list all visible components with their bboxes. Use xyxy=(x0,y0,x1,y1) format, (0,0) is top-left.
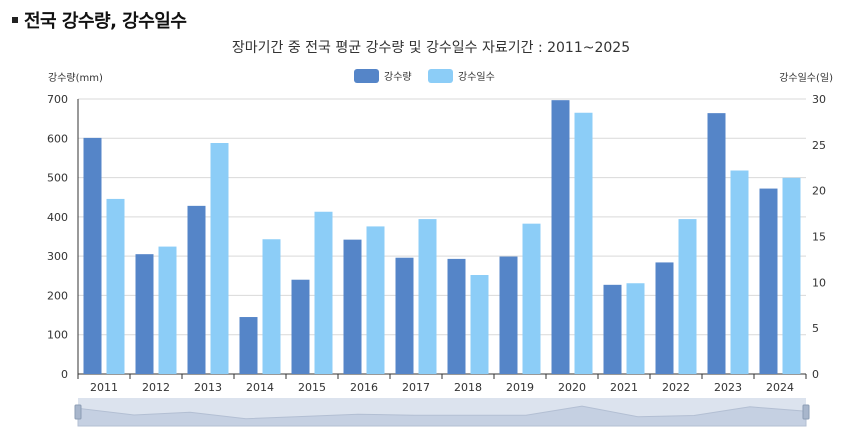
bar-rain-days-2021[interactable] xyxy=(626,283,645,374)
bar-rainfall-2019[interactable] xyxy=(499,256,518,374)
y2-axis-label: 강수일수(일) xyxy=(779,72,833,84)
legend-label-rainfall: 강수량 xyxy=(384,71,412,83)
bar-rainfall-2011[interactable] xyxy=(83,137,102,374)
data-zoom-slider[interactable] xyxy=(74,398,810,427)
bar-rainfall-2018[interactable] xyxy=(447,258,466,374)
x-tick-label: 2015 xyxy=(298,381,326,394)
bar-rain-days-2020[interactable] xyxy=(574,112,593,374)
y-tick-label: 100 xyxy=(47,329,68,342)
bar-rainfall-2023[interactable] xyxy=(707,113,726,375)
x-tick-label: 2018 xyxy=(454,381,482,394)
bar-rainfall-2022[interactable] xyxy=(655,262,674,374)
bar-rainfall-2017[interactable] xyxy=(395,257,414,374)
zoom-handle-left[interactable] xyxy=(74,404,82,420)
legend-label-rain-days: 강수일수 xyxy=(458,71,495,83)
bar-rain-days-2019[interactable] xyxy=(522,223,541,374)
bar-rainfall-2020[interactable] xyxy=(551,100,570,374)
y-axis-ticks: 0 100 200 300 400 500 600 700 xyxy=(47,93,68,381)
bar-rain-days-2016[interactable] xyxy=(366,226,385,374)
grid-lines xyxy=(77,98,806,375)
y2-tick-label: 20 xyxy=(812,185,826,198)
x-tick-label: 2020 xyxy=(558,381,586,394)
y2-tick-label: 0 xyxy=(812,368,819,381)
bar-rain-days-2022[interactable] xyxy=(678,219,697,374)
y-tick-label: 400 xyxy=(47,211,68,224)
x-tick-label: 2012 xyxy=(142,381,170,394)
bar-rainfall-2013[interactable] xyxy=(187,205,206,374)
x-tick-label: 2017 xyxy=(402,381,430,394)
bar-rainfall-2021[interactable] xyxy=(603,284,622,374)
y2-tick-label: 5 xyxy=(812,322,819,335)
bar-rainfall-2024[interactable] xyxy=(759,188,778,374)
y-tick-label: 0 xyxy=(61,368,68,381)
bar-rain-days-2012[interactable] xyxy=(158,246,177,374)
legend-swatch-rain-days xyxy=(428,69,453,83)
chart-title: 장마기간 중 전국 평균 강수량 및 강수일수 자료기간 : 2011~2025 xyxy=(232,40,630,56)
bar-rain-days-2024[interactable] xyxy=(782,177,801,374)
y-tick-label: 500 xyxy=(47,172,68,185)
bar-rain-days-2013[interactable] xyxy=(210,143,229,374)
title-bullet-icon xyxy=(12,17,18,23)
y2-tick-label: 30 xyxy=(812,93,826,106)
y2-tick-label: 15 xyxy=(812,231,826,244)
legend-item-rain-days[interactable]: 강수일수 xyxy=(428,69,495,83)
y-tick-label: 200 xyxy=(47,289,68,302)
bar-rainfall-2012[interactable] xyxy=(135,254,154,374)
legend[interactable]: 강수량 강수일수 xyxy=(354,69,495,83)
section-title-text: 전국 강수량, 강수일수 xyxy=(24,11,187,32)
bars xyxy=(83,100,801,375)
bar-rain-days-2023[interactable] xyxy=(730,170,749,375)
bar-rain-days-2015[interactable] xyxy=(314,211,333,374)
zoom-handle-right[interactable] xyxy=(802,404,810,420)
y2-tick-label: 10 xyxy=(812,276,826,289)
y-axis-label: 강수량(mm) xyxy=(48,72,103,84)
x-tick-label: 2011 xyxy=(90,381,118,394)
bar-rainfall-2014[interactable] xyxy=(239,317,258,374)
x-tick-label: 2023 xyxy=(714,381,742,394)
x-tick-label: 2014 xyxy=(246,381,274,394)
y-tick-label: 700 xyxy=(47,93,68,106)
legend-swatch-rainfall xyxy=(354,69,379,83)
x-tick-label: 2022 xyxy=(662,381,690,394)
section-title: 전국 강수량, 강수일수 xyxy=(12,8,187,32)
bar-rain-days-2018[interactable] xyxy=(470,275,489,374)
y-tick-label: 600 xyxy=(47,132,68,145)
x-axis: 2011 2012 2013 2014 2015 2016 2017 2018 2019 2020… xyxy=(77,374,807,394)
x-tick-label: 2021 xyxy=(610,381,638,394)
x-tick-label: 2013 xyxy=(194,381,222,394)
y2-tick-label: 25 xyxy=(812,139,826,152)
zoom-slider-preview xyxy=(77,405,807,427)
bar-rainfall-2016[interactable] xyxy=(343,239,362,374)
bar-rain-days-2017[interactable] xyxy=(418,219,437,374)
y-tick-label: 300 xyxy=(47,250,68,263)
x-tick-label: 2019 xyxy=(506,381,534,394)
x-tick-label: 2024 xyxy=(766,381,794,394)
y2-axis-ticks: 0 5 10 15 20 25 30 xyxy=(812,93,826,381)
bar-rain-days-2011[interactable] xyxy=(106,198,125,374)
bar-rainfall-2015[interactable] xyxy=(291,279,310,374)
legend-item-rainfall[interactable]: 강수량 xyxy=(354,69,412,83)
bar-rain-days-2014[interactable] xyxy=(262,239,281,374)
x-tick-label: 2016 xyxy=(350,381,378,394)
